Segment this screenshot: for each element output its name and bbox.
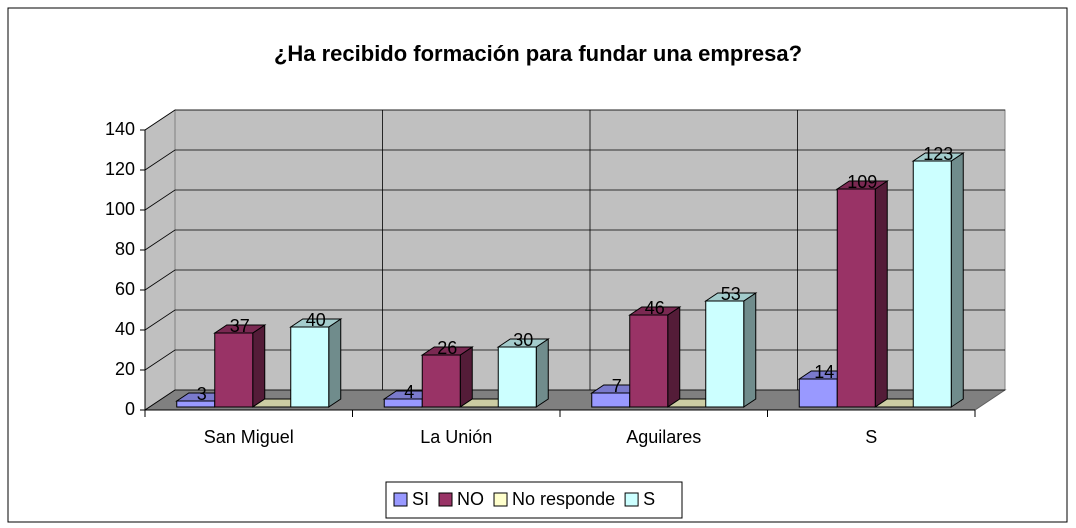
bar-face: [667, 306, 681, 408]
data-label: 53: [721, 284, 741, 304]
x-tick-label: La Unión: [420, 427, 492, 447]
bar: [420, 346, 474, 408]
bar-face: [252, 324, 266, 408]
y-tick-label: 140: [105, 119, 135, 139]
data-label: 14: [814, 362, 834, 382]
bar-face: [421, 354, 461, 408]
x-tick-label: Aguilares: [626, 427, 701, 447]
legend-label: S: [643, 489, 655, 509]
x-tick-label: San Miguel: [204, 427, 294, 447]
data-label: 7: [612, 376, 622, 396]
bar-face: [912, 160, 952, 408]
bar-face: [214, 332, 254, 408]
data-label: 37: [230, 316, 250, 336]
legend-swatch: [493, 492, 508, 507]
y-tick-label: 80: [115, 239, 135, 259]
bar-face: [874, 180, 888, 408]
bar: [213, 324, 267, 408]
data-label: 109: [847, 172, 877, 192]
y-tick-label: 0: [125, 399, 135, 419]
y-tick-label: 20: [115, 359, 135, 379]
grid-line: [144, 189, 1005, 211]
bar: [628, 306, 682, 408]
bar: [496, 338, 550, 408]
legend-label: NO: [457, 489, 484, 509]
legend-swatch: [624, 492, 639, 507]
chart-title: ¿Ha recibido formación para fundar una e…: [274, 41, 802, 66]
data-label: 46: [645, 298, 665, 318]
legend-swatch: [438, 492, 453, 507]
grid-line: [144, 109, 1005, 131]
grid-line: [144, 149, 1005, 171]
data-label: 26: [437, 338, 457, 358]
bar-face: [743, 292, 757, 408]
data-label: 30: [513, 330, 533, 350]
bar-face: [535, 338, 549, 408]
bar: [289, 318, 343, 408]
grid-line: [144, 269, 1005, 291]
bar: [911, 152, 965, 408]
legend-swatch: [393, 492, 408, 507]
bar-face: [950, 152, 964, 408]
bar-face: [290, 326, 330, 408]
bar-face: [798, 378, 838, 408]
y-tick-label: 60: [115, 279, 135, 299]
bar-face: [629, 314, 669, 408]
y-tick-label: 100: [105, 199, 135, 219]
bar-face: [328, 318, 342, 408]
data-label: 40: [306, 310, 326, 330]
bar-face: [836, 188, 876, 408]
data-label: 4: [404, 382, 414, 402]
legend-label: No responde: [512, 489, 615, 509]
side-wall: [144, 109, 176, 411]
legend-label: SI: [412, 489, 429, 509]
data-label: 3: [197, 384, 207, 404]
bar-face: [497, 346, 537, 408]
y-tick-label: 120: [105, 159, 135, 179]
bar-face: [705, 300, 745, 408]
grid-line: [144, 229, 1005, 251]
x-tick-label: S: [865, 427, 877, 447]
bar: [704, 292, 758, 408]
y-tick-label: 40: [115, 319, 135, 339]
bar: [835, 180, 889, 408]
bar-face: [459, 346, 473, 408]
data-label: 123: [923, 144, 953, 164]
